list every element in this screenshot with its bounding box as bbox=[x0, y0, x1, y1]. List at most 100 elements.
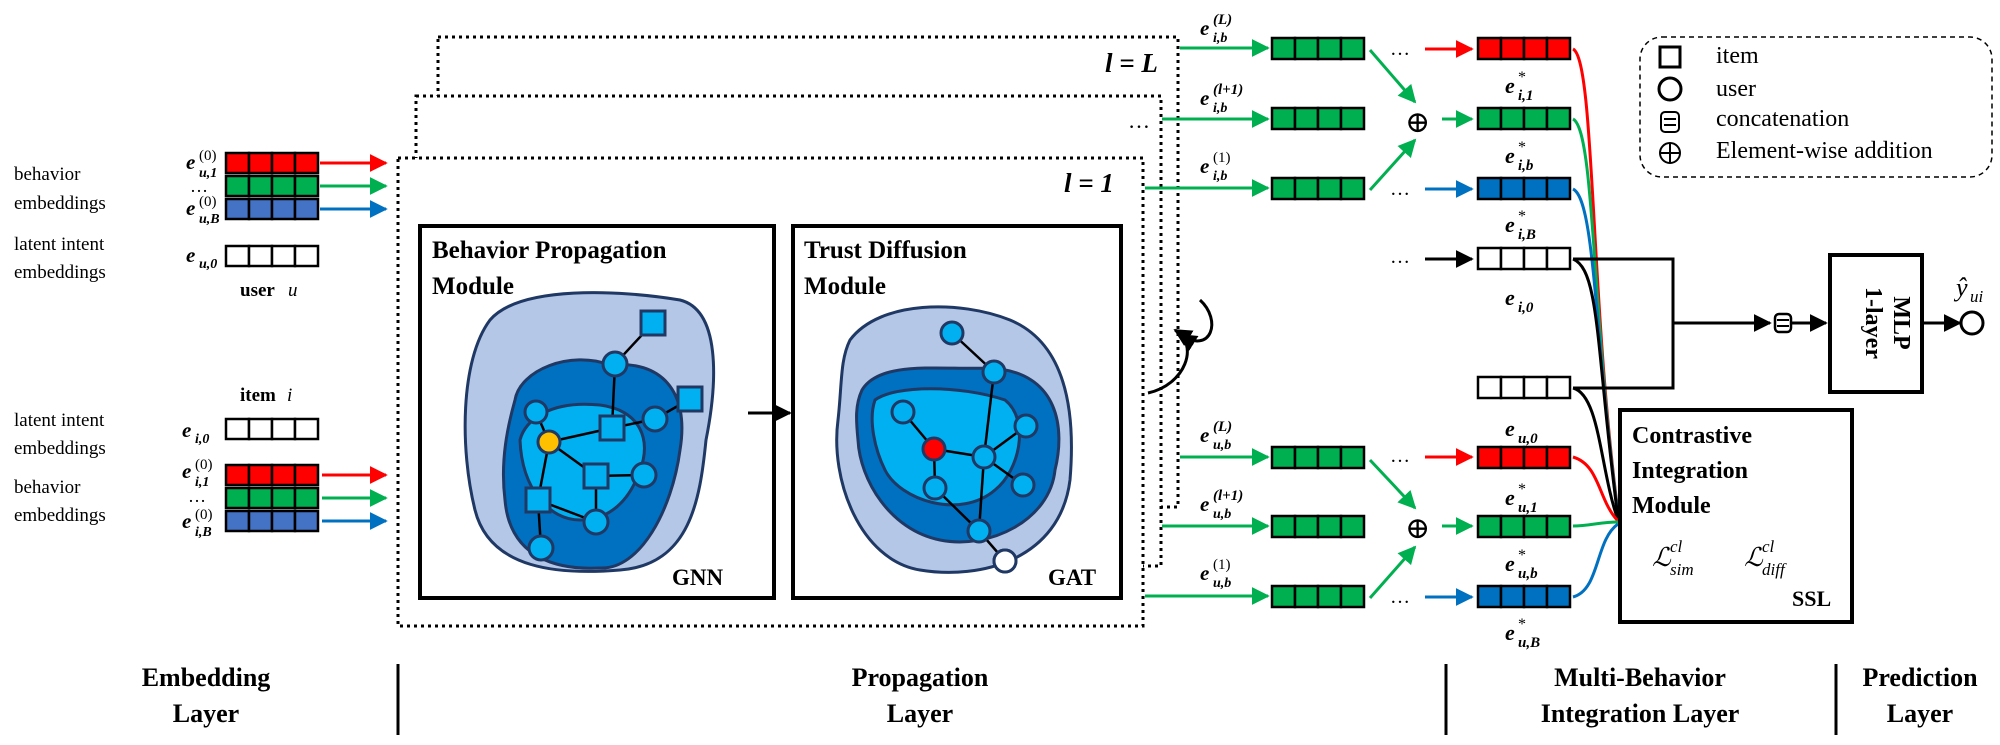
vector-cell bbox=[247, 174, 274, 198]
vector-cell bbox=[1339, 106, 1366, 131]
svg-text:e: e bbox=[1505, 551, 1515, 576]
svg-text:e: e bbox=[1200, 16, 1209, 40]
behavior-embeddings-label-user-2: embeddings bbox=[14, 193, 106, 214]
user-integrated-vector-empty bbox=[1476, 375, 1572, 400]
vector-cell bbox=[1522, 375, 1549, 400]
vector-cell bbox=[247, 463, 274, 487]
vector-cell bbox=[1316, 514, 1343, 539]
svg-text:sim: sim bbox=[1670, 560, 1694, 579]
concat-icon bbox=[1660, 111, 1680, 133]
vector-cell bbox=[224, 463, 251, 487]
svg-text:e: e bbox=[1505, 416, 1515, 441]
vector-cell bbox=[1522, 176, 1549, 201]
vector-cell bbox=[1499, 375, 1526, 400]
vector-cell bbox=[1545, 36, 1572, 61]
dots-int-3: … bbox=[1390, 246, 1410, 268]
latent-intent-label-user-2: embeddings bbox=[14, 262, 106, 283]
svg-text:e: e bbox=[1200, 423, 1209, 447]
user-output-vector-l1 bbox=[1270, 514, 1366, 539]
svg-text:*: * bbox=[1518, 208, 1526, 225]
user-embedding-vector-blue bbox=[224, 197, 320, 221]
vector-cell bbox=[1270, 36, 1297, 61]
cim-title-2: Integration bbox=[1632, 458, 1748, 484]
svg-text:u,1: u,1 bbox=[199, 166, 217, 181]
user-integrated-vector-1 bbox=[1476, 514, 1572, 539]
propagation-layer-label-1: Propagation bbox=[852, 663, 989, 692]
svg-text:*: * bbox=[1518, 481, 1526, 498]
svg-text:u,B: u,B bbox=[199, 212, 220, 227]
embedding-layer: behavior embeddings latent intent embedd… bbox=[14, 148, 388, 540]
vector-cell bbox=[293, 151, 320, 175]
vector-cell bbox=[247, 486, 274, 510]
label-e-u0: e u,0 bbox=[186, 243, 217, 272]
svg-text:i,B: i,B bbox=[195, 525, 212, 540]
svg-text:e: e bbox=[1505, 73, 1515, 98]
item-caption-word: item bbox=[240, 385, 276, 406]
tdm-title-2: Module bbox=[804, 273, 886, 300]
integration-layer-label-1: Multi-Behavior bbox=[1554, 663, 1726, 692]
svg-text:u,B: u,B bbox=[1518, 635, 1540, 651]
vector-cell bbox=[224, 509, 251, 533]
svg-text:u,0: u,0 bbox=[1518, 431, 1538, 447]
svg-text:e: e bbox=[1200, 154, 1209, 178]
vector-cell bbox=[1545, 375, 1572, 400]
vector-cell bbox=[1499, 246, 1526, 271]
vector-cell bbox=[1476, 246, 1503, 271]
vector-cell bbox=[224, 197, 251, 221]
prediction-output-label: ŷ ui bbox=[1953, 273, 1984, 306]
svg-text:u,0: u,0 bbox=[199, 257, 217, 272]
vector-cell bbox=[270, 244, 297, 268]
legend-addition-label: Element-wise addition bbox=[1716, 138, 1933, 164]
circle-icon bbox=[1657, 76, 1683, 102]
prediction-layer-label-2: Layer bbox=[1887, 699, 1953, 728]
mlp-box bbox=[1828, 253, 1924, 394]
vector-cell bbox=[224, 417, 251, 441]
vector-cell bbox=[1522, 106, 1549, 131]
vector-cell bbox=[293, 174, 320, 198]
vector-cell bbox=[293, 509, 320, 533]
out-label-item-1: e (1) i,b bbox=[1200, 150, 1231, 184]
vector-cell bbox=[1476, 375, 1503, 400]
embedding-layer-label-2: Layer bbox=[173, 699, 239, 728]
dots-int-1: … bbox=[1390, 38, 1410, 60]
vector-cell bbox=[1293, 514, 1320, 539]
latent-intent-label-user-1: latent intent bbox=[14, 234, 105, 255]
vector-cell bbox=[270, 174, 297, 198]
vector-cell bbox=[1293, 584, 1320, 609]
vector-cell bbox=[1522, 584, 1549, 609]
item-output-vector-1 bbox=[1270, 176, 1366, 201]
svg-text:e: e bbox=[1505, 485, 1515, 510]
out-label-user-1: e (1) u,b bbox=[1200, 557, 1231, 591]
label-e-uB: e (0) u,B bbox=[186, 194, 220, 227]
vector-cell bbox=[293, 197, 320, 221]
svg-text:ℒ: ℒ bbox=[1744, 543, 1764, 572]
vector-cell bbox=[1545, 176, 1572, 201]
svg-text:(0): (0) bbox=[195, 457, 213, 473]
label-e-i0: e i,0 bbox=[182, 418, 209, 447]
vector-cell bbox=[1476, 36, 1503, 61]
propagation-layer-label-2: Layer bbox=[887, 699, 953, 728]
vector-cell bbox=[1270, 106, 1297, 131]
label-e-u0-int: e u,0 bbox=[1505, 416, 1538, 447]
svg-text:i,b: i,b bbox=[1518, 158, 1534, 174]
svg-text:e: e bbox=[1505, 620, 1515, 645]
square-icon bbox=[1658, 45, 1682, 69]
bpm-title-1: Behavior Propagation bbox=[432, 237, 667, 264]
svg-text:i,B: i,B bbox=[1518, 227, 1536, 243]
recurrence-arrow-2 bbox=[1178, 298, 1214, 352]
vector-cell bbox=[1316, 176, 1343, 201]
dots-int-4: … bbox=[1390, 445, 1410, 467]
legend-concat-label: concatenation bbox=[1716, 106, 1849, 132]
user-output-vector-L bbox=[1270, 445, 1366, 470]
user-embedding-vector-red bbox=[224, 151, 320, 175]
vector-cell bbox=[1293, 36, 1320, 61]
item-integrated-vector-b bbox=[1476, 106, 1572, 131]
label-e-i1: e (0) i,1 bbox=[182, 457, 213, 490]
vector-cell bbox=[1499, 514, 1526, 539]
svg-text:e: e bbox=[1505, 212, 1515, 237]
svg-text:i,1: i,1 bbox=[1518, 88, 1533, 104]
svg-text:e: e bbox=[186, 243, 195, 267]
svg-text:*: * bbox=[1518, 69, 1526, 86]
vector-cell bbox=[1316, 106, 1343, 131]
svg-text:u,b: u,b bbox=[1213, 438, 1231, 453]
